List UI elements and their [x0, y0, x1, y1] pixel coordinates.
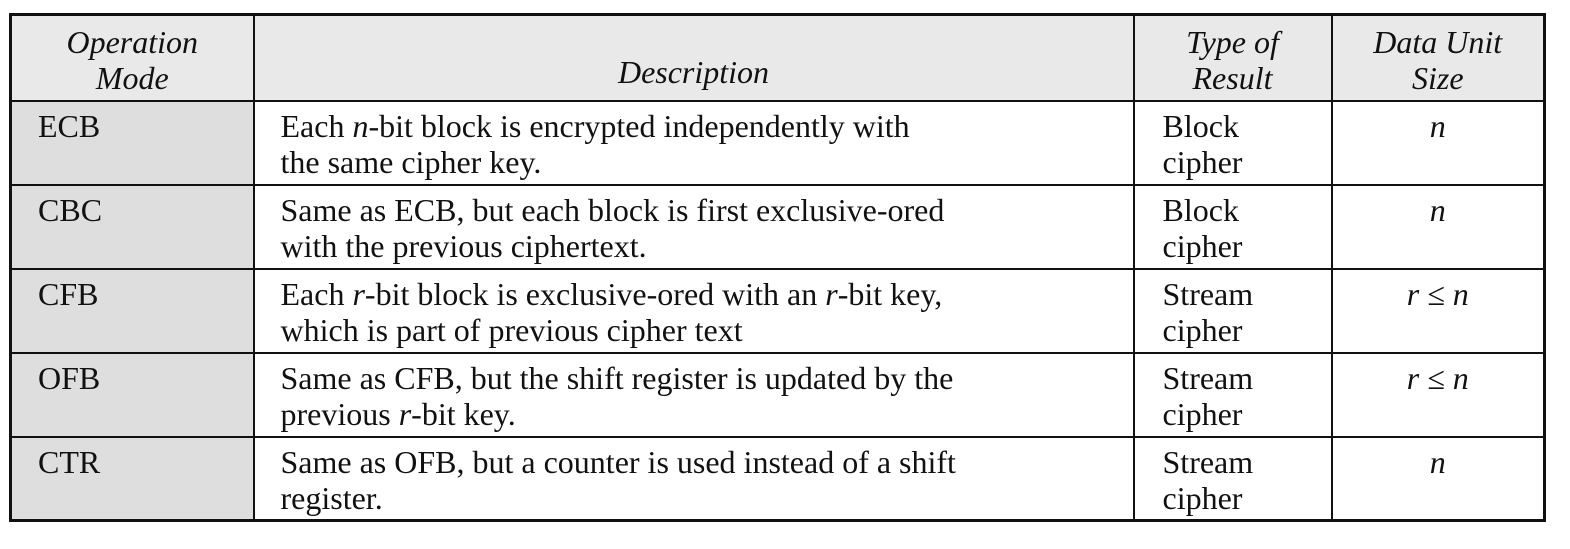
type-cell: Stream cipher [1132, 351, 1333, 438]
mode-cell: CFB [9, 267, 255, 354]
description-cell: Same as OFB, but a counter is used inste… [252, 435, 1135, 522]
type-cell: Stream cipher [1132, 267, 1333, 354]
mode-cell: CBC [9, 183, 255, 270]
mode-cell: CTR [9, 435, 255, 522]
description-cell: Same as ECB, but each block is first exc… [252, 183, 1135, 270]
table-row: OFB Same as CFB, but the shift register … [9, 351, 1546, 438]
header-operation-mode: Operation Mode [9, 13, 255, 102]
header-type-of-result: Type of Result [1132, 13, 1333, 102]
mode-cell: OFB [9, 351, 255, 438]
table-row: ECB Each n-bit block is encrypted indepe… [9, 99, 1546, 186]
cipher-modes-table: Operation Mode Description Type of Resul… [9, 13, 1546, 522]
header-data-unit-size: Data Unit Size [1330, 13, 1546, 102]
type-cell: Stream cipher [1132, 435, 1333, 522]
table-row: CBC Same as ECB, but each block is first… [9, 183, 1546, 270]
size-cell: n [1330, 435, 1546, 522]
description-cell: Same as CFB, but the shift register is u… [252, 351, 1135, 438]
table-row: CTR Same as OFB, but a counter is used i… [9, 435, 1546, 522]
description-cell: Each r-bit block is exclusive-ored with … [252, 267, 1135, 354]
type-cell: Block cipher [1132, 99, 1333, 186]
header-row: Operation Mode Description Type of Resul… [9, 13, 1546, 102]
size-cell: r ≤ n [1330, 267, 1546, 354]
mode-cell: ECB [9, 99, 255, 186]
table-row: CFB Each r-bit block is exclusive-ored w… [9, 267, 1546, 354]
type-cell: Block cipher [1132, 183, 1333, 270]
description-cell: Each n-bit block is encrypted independen… [252, 99, 1135, 186]
size-cell: n [1330, 183, 1546, 270]
size-cell: r ≤ n [1330, 351, 1546, 438]
size-cell: n [1330, 99, 1546, 186]
header-description: Description [252, 13, 1135, 102]
